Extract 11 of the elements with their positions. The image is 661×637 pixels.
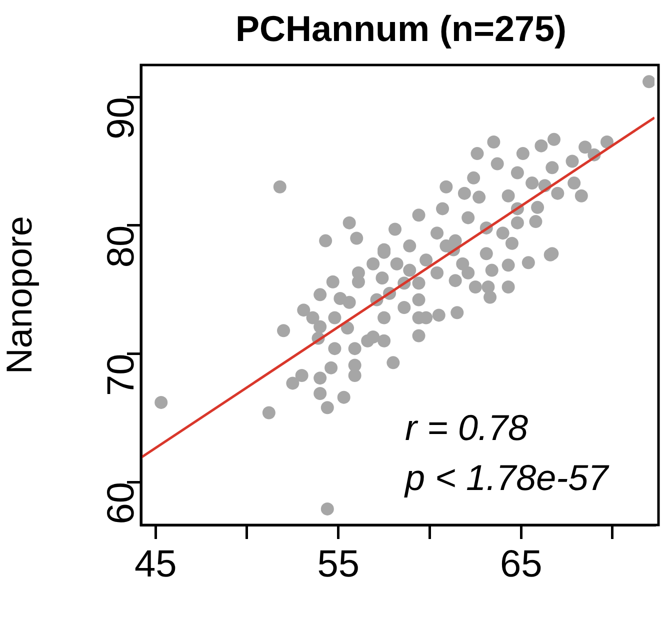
y-tick-label: 70	[100, 354, 142, 396]
y-axis-title: Nanopore	[0, 216, 40, 374]
annotation: p < 1.78e-57	[404, 457, 610, 498]
y-tick-label: 90	[100, 97, 142, 140]
y-tick-label: 80	[100, 225, 142, 268]
chart-title: PCHannum (n=275)	[234, 7, 568, 51]
annotation: r = 0.78	[405, 407, 528, 448]
x-tick-label: 55	[317, 543, 360, 586]
x-tick-label: 65	[500, 543, 542, 586]
x-tick-label: 45	[134, 543, 177, 586]
y-tick-label: 60	[100, 482, 142, 524]
